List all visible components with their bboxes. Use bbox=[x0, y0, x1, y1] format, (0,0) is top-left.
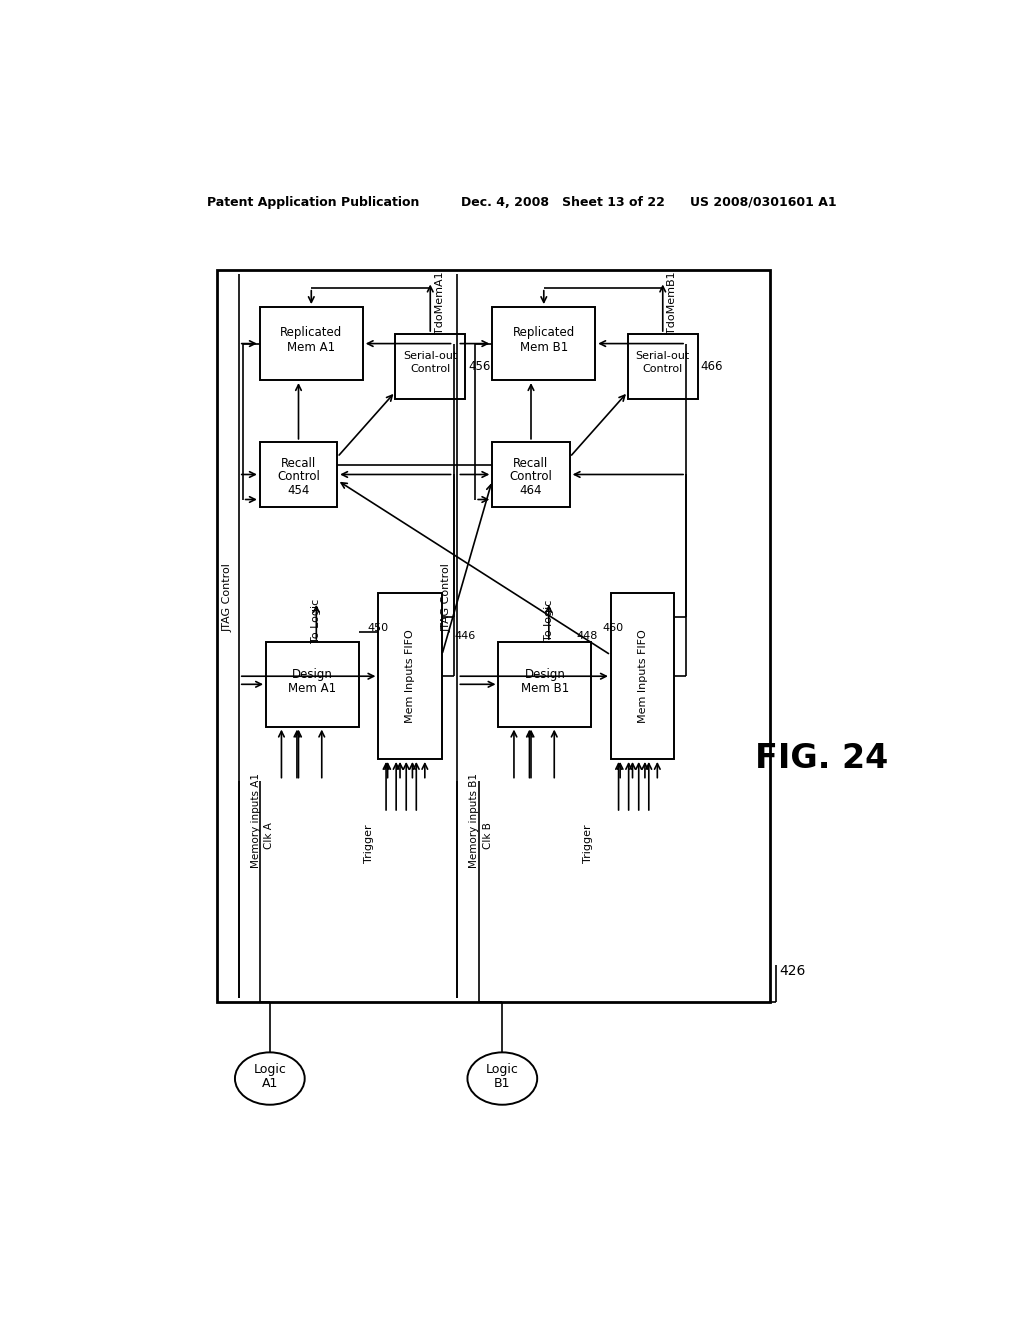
Text: 460: 460 bbox=[602, 623, 624, 634]
Text: Mem A1: Mem A1 bbox=[287, 342, 335, 354]
Text: TdoMemA1: TdoMemA1 bbox=[434, 272, 444, 334]
Text: US 2008/0301601 A1: US 2008/0301601 A1 bbox=[690, 195, 838, 209]
Text: Mem B1: Mem B1 bbox=[519, 342, 568, 354]
Text: FIG. 24: FIG. 24 bbox=[755, 742, 888, 776]
Text: Memory inputs A1: Memory inputs A1 bbox=[251, 774, 261, 869]
Text: To Logic: To Logic bbox=[311, 598, 322, 643]
Text: Control: Control bbox=[643, 364, 683, 375]
Text: Logic: Logic bbox=[485, 1063, 519, 1076]
Text: Memory inputs B1: Memory inputs B1 bbox=[469, 774, 479, 869]
Text: JTAG Control: JTAG Control bbox=[223, 562, 233, 632]
Text: B1: B1 bbox=[494, 1077, 511, 1090]
Text: 456: 456 bbox=[468, 360, 490, 372]
Text: Trigger: Trigger bbox=[583, 825, 593, 863]
Text: 426: 426 bbox=[779, 964, 805, 978]
Text: A1: A1 bbox=[262, 1077, 278, 1090]
Text: To logic: To logic bbox=[544, 599, 554, 642]
Text: Clk A: Clk A bbox=[264, 822, 274, 850]
Text: Mem A1: Mem A1 bbox=[289, 681, 337, 694]
Bar bbox=[378, 594, 442, 759]
Bar bbox=[260, 442, 337, 507]
Text: Design: Design bbox=[524, 668, 565, 681]
Text: 448: 448 bbox=[577, 631, 598, 640]
Bar bbox=[395, 334, 465, 400]
Text: Replicated: Replicated bbox=[513, 326, 574, 339]
Text: Control: Control bbox=[510, 470, 552, 483]
Text: Trigger: Trigger bbox=[364, 825, 374, 863]
Bar bbox=[266, 642, 359, 726]
Text: 466: 466 bbox=[700, 360, 723, 372]
Text: Dec. 4, 2008   Sheet 13 of 22: Dec. 4, 2008 Sheet 13 of 22 bbox=[461, 195, 666, 209]
Text: 454: 454 bbox=[288, 483, 309, 496]
Bar bbox=[217, 271, 770, 1002]
Text: Serial-out: Serial-out bbox=[636, 351, 690, 360]
Text: Patent Application Publication: Patent Application Publication bbox=[207, 195, 420, 209]
Text: TdoMemB1: TdoMemB1 bbox=[667, 272, 677, 334]
Bar bbox=[260, 308, 362, 380]
Text: Mem Inputs FIFO: Mem Inputs FIFO bbox=[638, 630, 647, 723]
Text: 450: 450 bbox=[368, 623, 389, 634]
Ellipse shape bbox=[467, 1052, 538, 1105]
Ellipse shape bbox=[234, 1052, 305, 1105]
Text: JTAG Control: JTAG Control bbox=[441, 562, 452, 632]
Text: Design: Design bbox=[292, 668, 333, 681]
Text: Recall: Recall bbox=[513, 457, 549, 470]
Bar bbox=[493, 308, 595, 380]
Text: Control: Control bbox=[411, 364, 451, 375]
Text: Control: Control bbox=[278, 470, 319, 483]
Bar bbox=[493, 442, 569, 507]
Text: Replicated: Replicated bbox=[281, 326, 342, 339]
Text: Mem B1: Mem B1 bbox=[521, 681, 569, 694]
Text: 464: 464 bbox=[520, 483, 543, 496]
Bar bbox=[499, 642, 592, 726]
Text: Logic: Logic bbox=[253, 1063, 287, 1076]
Text: Recall: Recall bbox=[281, 457, 316, 470]
Text: Serial-out: Serial-out bbox=[403, 351, 458, 360]
Text: 446: 446 bbox=[455, 631, 476, 640]
Bar bbox=[628, 334, 697, 400]
Text: Mem Inputs FIFO: Mem Inputs FIFO bbox=[406, 630, 415, 723]
Bar bbox=[611, 594, 675, 759]
Text: Clk B: Clk B bbox=[482, 822, 493, 850]
